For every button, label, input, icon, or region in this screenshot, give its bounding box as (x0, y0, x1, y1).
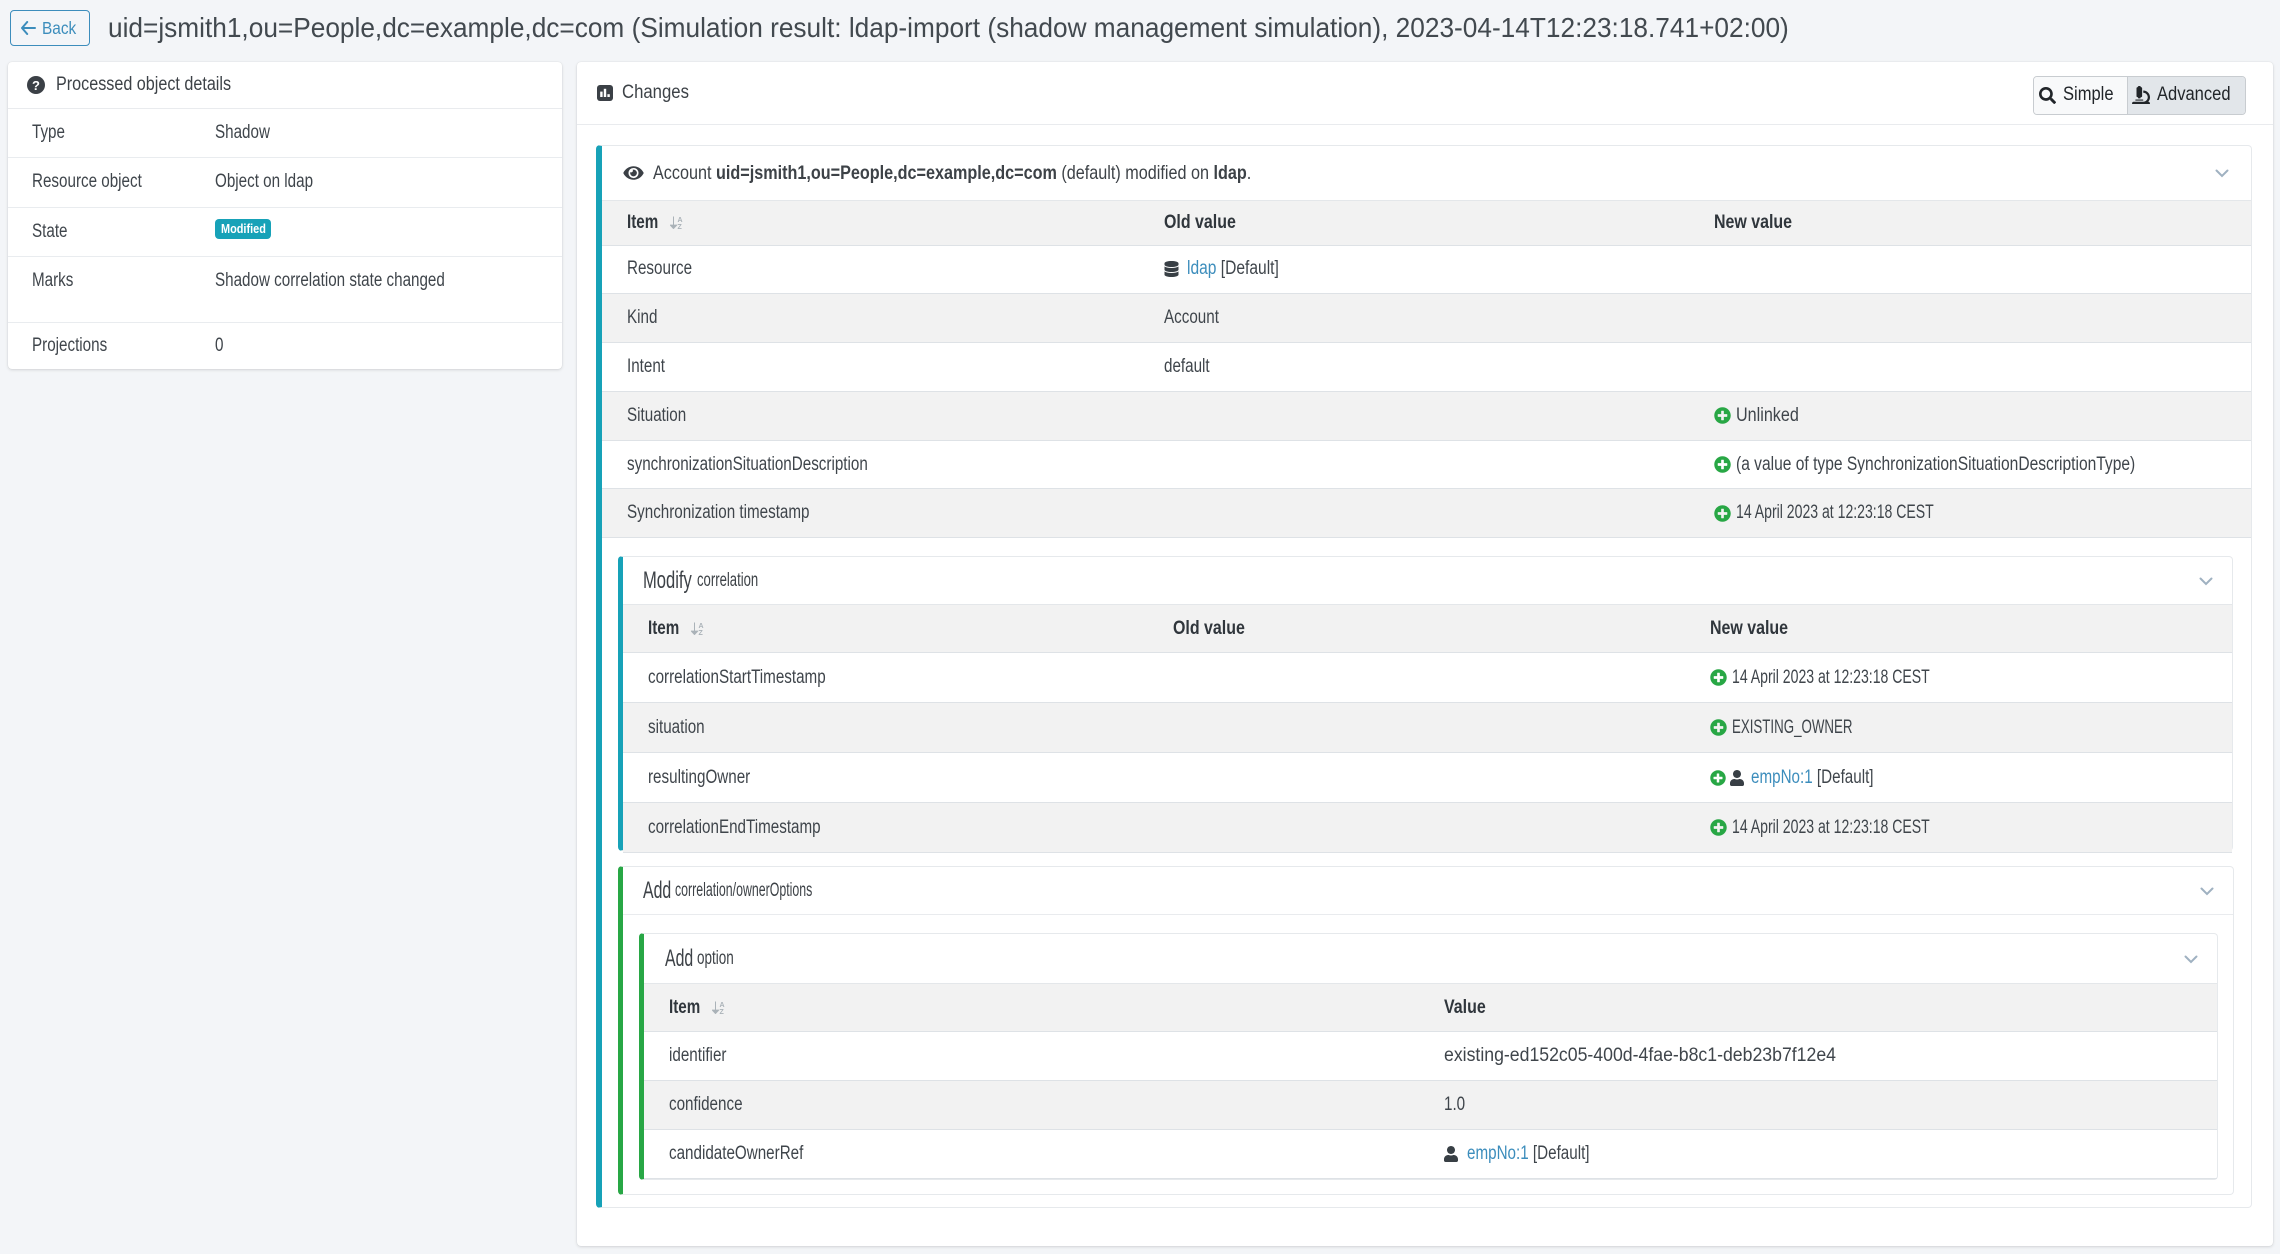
svg-text:A: A (720, 1002, 725, 1009)
svg-text:A: A (678, 217, 683, 224)
svg-text:Z: Z (720, 1009, 725, 1014)
svg-text:Z: Z (678, 224, 683, 229)
svg-text:A: A (699, 623, 704, 630)
svg-text:Z: Z (699, 630, 704, 635)
